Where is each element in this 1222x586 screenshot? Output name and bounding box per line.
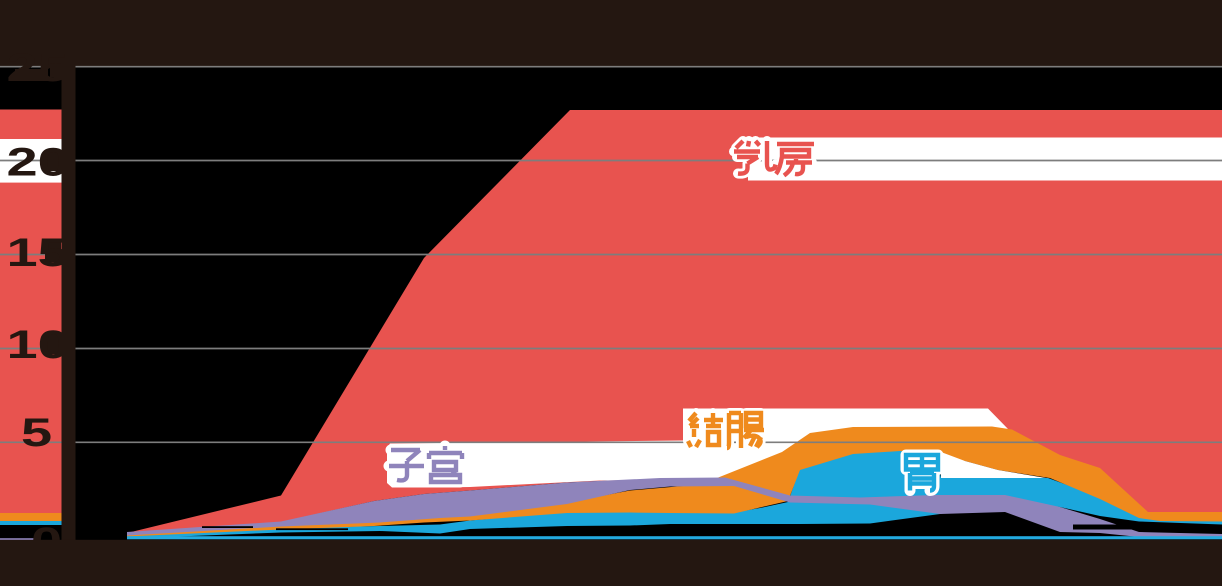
svg-text:10: 10 — [7, 323, 69, 367]
svg-text:15: 15 — [7, 231, 69, 275]
svg-text:20: 20 — [7, 140, 69, 184]
svg-text:5: 5 — [21, 411, 52, 455]
